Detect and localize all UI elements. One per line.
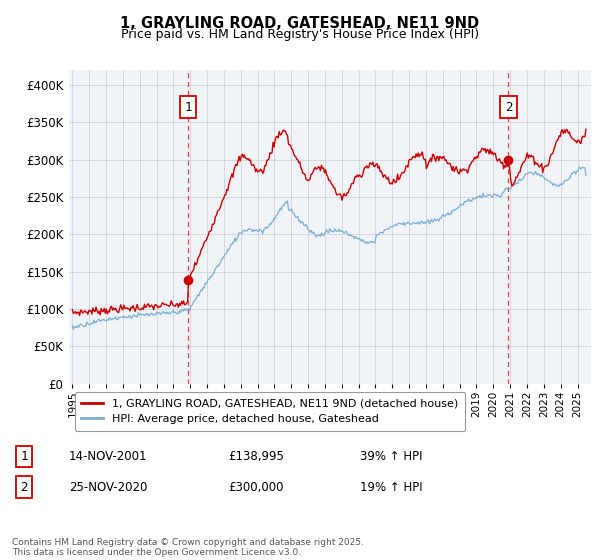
Text: 25-NOV-2020: 25-NOV-2020: [69, 480, 148, 494]
Legend: 1, GRAYLING ROAD, GATESHEAD, NE11 9ND (detached house), HPI: Average price, deta: 1, GRAYLING ROAD, GATESHEAD, NE11 9ND (d…: [74, 392, 465, 431]
Text: £138,995: £138,995: [228, 450, 284, 463]
Text: 19% ↑ HPI: 19% ↑ HPI: [360, 480, 422, 494]
Text: 1: 1: [184, 101, 192, 114]
Text: Contains HM Land Registry data © Crown copyright and database right 2025.
This d: Contains HM Land Registry data © Crown c…: [12, 538, 364, 557]
Text: 1, GRAYLING ROAD, GATESHEAD, NE11 9ND: 1, GRAYLING ROAD, GATESHEAD, NE11 9ND: [121, 16, 479, 31]
Text: £300,000: £300,000: [228, 480, 284, 494]
Text: 1: 1: [20, 450, 28, 463]
Text: 39% ↑ HPI: 39% ↑ HPI: [360, 450, 422, 463]
Text: Price paid vs. HM Land Registry's House Price Index (HPI): Price paid vs. HM Land Registry's House …: [121, 28, 479, 41]
Text: 14-NOV-2001: 14-NOV-2001: [69, 450, 148, 463]
Text: 2: 2: [20, 480, 28, 494]
Text: 2: 2: [505, 101, 512, 114]
